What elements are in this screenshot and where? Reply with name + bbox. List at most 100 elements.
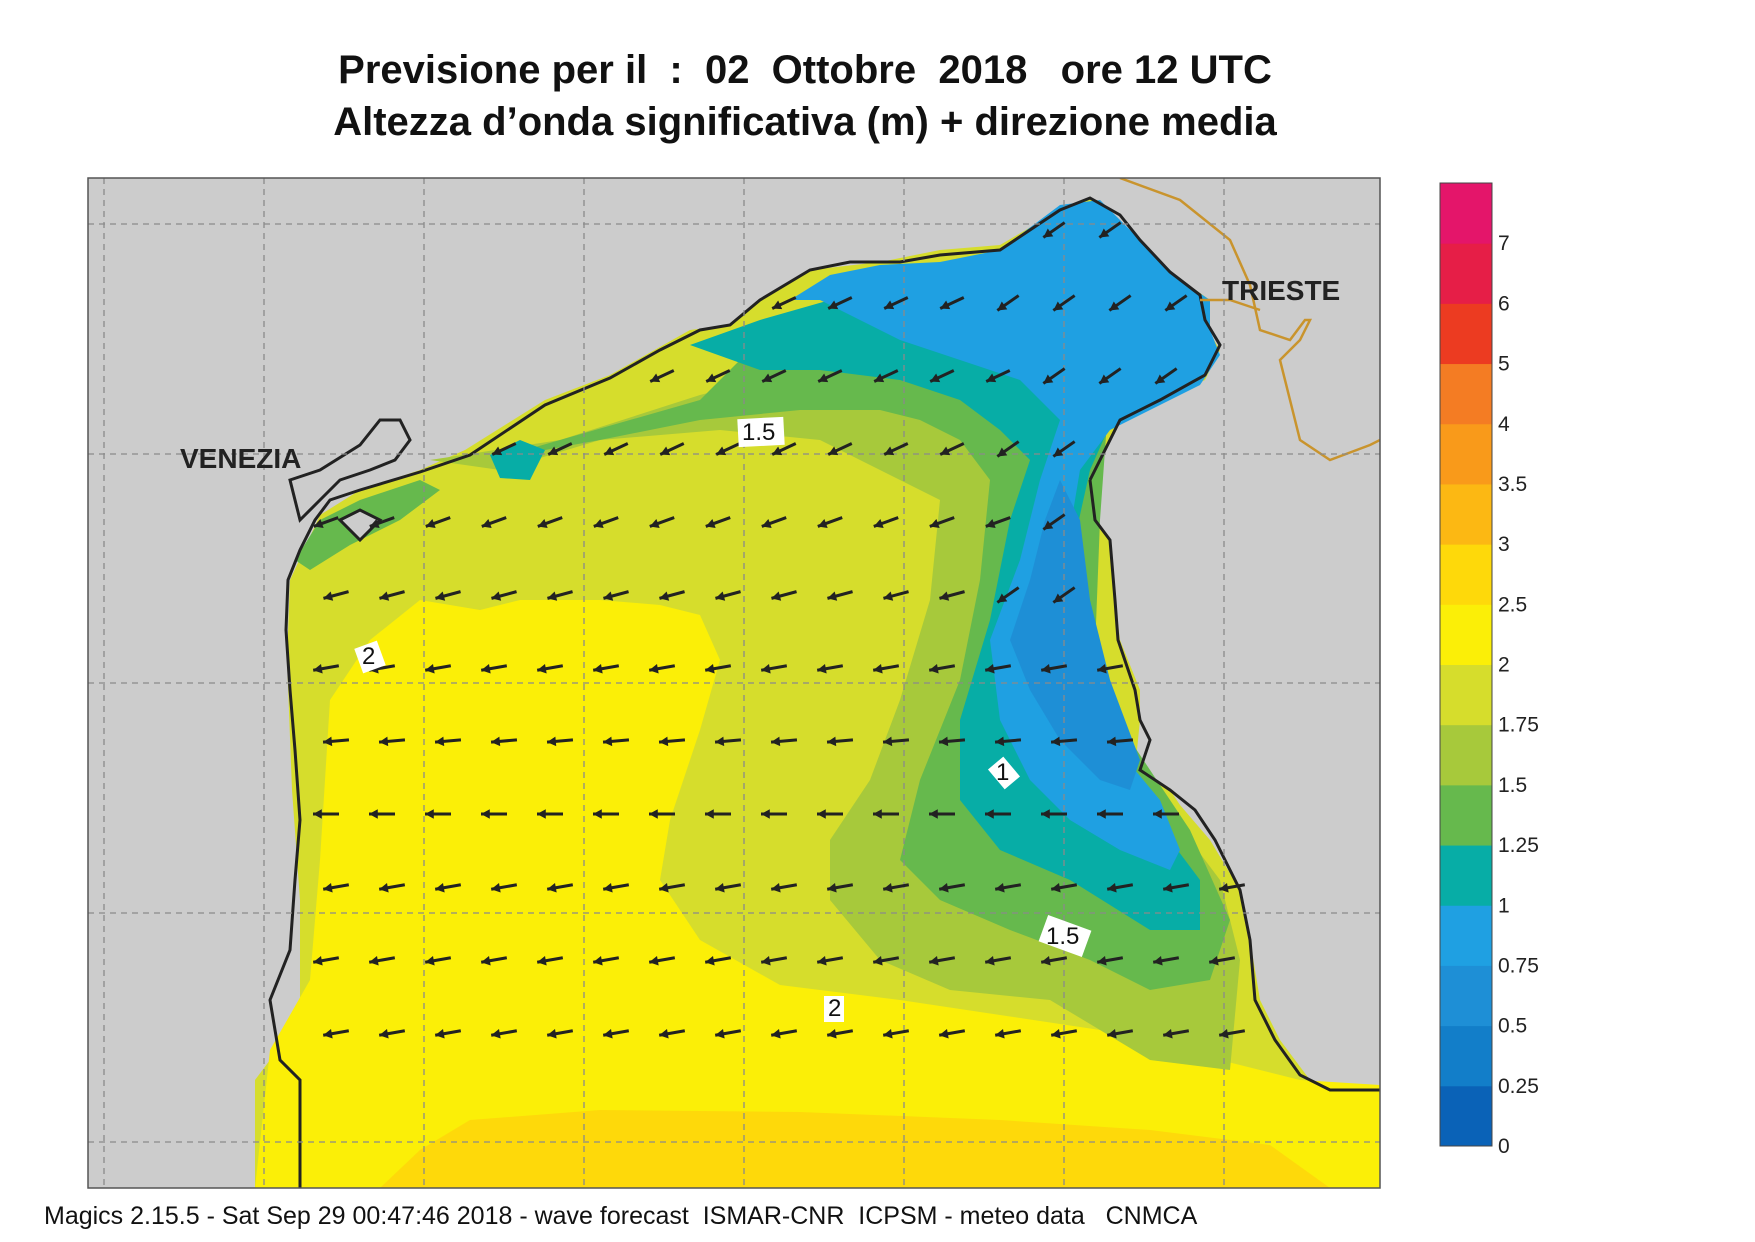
wave-arrow-head [369, 518, 380, 528]
wave-arrow-head [379, 1029, 389, 1039]
wave-arrow-head [1153, 809, 1162, 819]
wave-arrow-head [771, 736, 781, 747]
wave-arrow-head [603, 883, 613, 893]
wave-arrow-head [547, 591, 558, 601]
colorbar-tick-label: 1.25 [1498, 834, 1539, 857]
contour-label-1-east: 1 [996, 759, 1009, 786]
wave-arrow-head [818, 373, 829, 383]
colorbar-swatch [1440, 784, 1492, 846]
contour-label-2-south: 2 [828, 995, 841, 1022]
wave-arrow-head [1165, 301, 1176, 311]
colorbar-swatch [1440, 544, 1492, 605]
map-area [88, 178, 1380, 1188]
wave-arrow-head [593, 664, 603, 674]
wave-arrow-head [995, 883, 1005, 893]
wave-arrow-head [435, 736, 445, 747]
wave-arrow-head [939, 1029, 949, 1039]
wave-arrow-head [1051, 736, 1061, 747]
colorbar-tick-label: 0.5 [1498, 1015, 1527, 1038]
wave-arrow-head [435, 591, 446, 601]
wave-arrow-head [604, 446, 615, 456]
map-title: Previsione per il : 02 Ottobre 2018 ore … [338, 48, 1272, 92]
wave-arrow-head [547, 883, 557, 893]
contour-2 [255, 600, 1380, 1188]
wave-arrow-head [705, 956, 715, 966]
wave-arrow-head [929, 664, 939, 674]
wave-arrow-head [659, 1029, 669, 1039]
wave-direction-arrows [312, 221, 1246, 1039]
wave-arrow-head [1041, 809, 1050, 819]
wave-arrow-head [827, 736, 837, 747]
wave-arrow-head [705, 518, 716, 528]
colorbar-swatch [1440, 965, 1492, 1027]
wave-arrow-head [425, 664, 435, 674]
wave-arrow-head [930, 373, 941, 383]
wave-arrow-head [939, 591, 950, 601]
wave-arrow-head [997, 447, 1008, 457]
wave-arrow-head [771, 1029, 781, 1039]
colorbar-tick-label: 0 [1498, 1135, 1510, 1158]
wave-arrow-head [537, 956, 547, 966]
wave-arrow-head [771, 883, 781, 893]
wave-arrow-head [715, 1029, 725, 1039]
wave-arrow-head [828, 446, 839, 456]
contour-0-75 [790, 200, 1220, 870]
wave-arrow-head [873, 956, 883, 966]
wave-arrow-head [1043, 520, 1054, 530]
wave-arrow-head [323, 1029, 333, 1039]
wave-arrow-head [940, 446, 951, 456]
wave-arrow-head [939, 883, 949, 893]
wave-arrow-head [1163, 883, 1173, 893]
wave-arrow-head [705, 664, 715, 674]
wave-arrow-head [649, 518, 660, 528]
wave-arrow-head [369, 956, 379, 966]
wave-arrow-head [940, 300, 951, 310]
wave-arrow-head [313, 956, 323, 966]
wave-arrow-head [1107, 1029, 1117, 1039]
contour-label-1-5-south: 1.5 [1046, 923, 1079, 950]
wave-arrow-head [547, 736, 557, 747]
wave-arrow-head [481, 518, 492, 528]
colorbar-tick-label: 6 [1498, 292, 1510, 315]
colorbar-tick-label: 3 [1498, 533, 1510, 556]
wave-arrow-head [537, 809, 546, 819]
colorbar-swatch [1440, 1025, 1492, 1087]
wave-arrow-head [1109, 301, 1120, 311]
wave-arrow-head [435, 1029, 445, 1039]
wave-arrow-head [929, 809, 938, 819]
colorbar-swatch [1440, 604, 1492, 665]
wave-arrow-head [313, 518, 324, 528]
wave-arrow-head [997, 301, 1008, 311]
colorbar-frame [1439, 182, 1493, 1147]
wave-arrow-head [761, 809, 770, 819]
colorbar-swatch [1440, 905, 1492, 966]
wave-arrow-head [1107, 736, 1117, 747]
wave-arrow-head [1107, 883, 1117, 893]
wave-arrow-head [873, 809, 882, 819]
wave-arrow-head [323, 591, 334, 601]
city-label-trieste: TRIESTE [1222, 275, 1340, 306]
colorbar-tick-label: 5 [1498, 353, 1510, 376]
wave-arrow-head [593, 956, 603, 966]
wave-arrow-head [715, 736, 725, 747]
wave-arrow-head [379, 591, 390, 601]
contour-2-5 [380, 1110, 1330, 1188]
map-frame [87, 177, 1381, 1189]
wave-arrow-head [369, 809, 378, 819]
wave-arrow-head [995, 1029, 1005, 1039]
city-label-venezia: VENEZIA [180, 443, 301, 474]
country-border-north [1200, 298, 1261, 312]
wave-arrow-head [1163, 1029, 1173, 1039]
wave-arrow-head [1041, 664, 1051, 674]
wave-arrow-head [603, 591, 614, 601]
wave-arrow-head [986, 373, 997, 383]
colorbar-swatch [1440, 423, 1492, 485]
wave-arrow-head [1099, 374, 1110, 384]
wave-arrow-head [323, 736, 333, 747]
wave-arrow-head [1053, 301, 1064, 311]
wave-arrow-head [817, 664, 827, 674]
wave-arrow-head [883, 591, 894, 601]
wave-arrow-head [435, 883, 445, 893]
wave-arrow-head [939, 736, 949, 747]
